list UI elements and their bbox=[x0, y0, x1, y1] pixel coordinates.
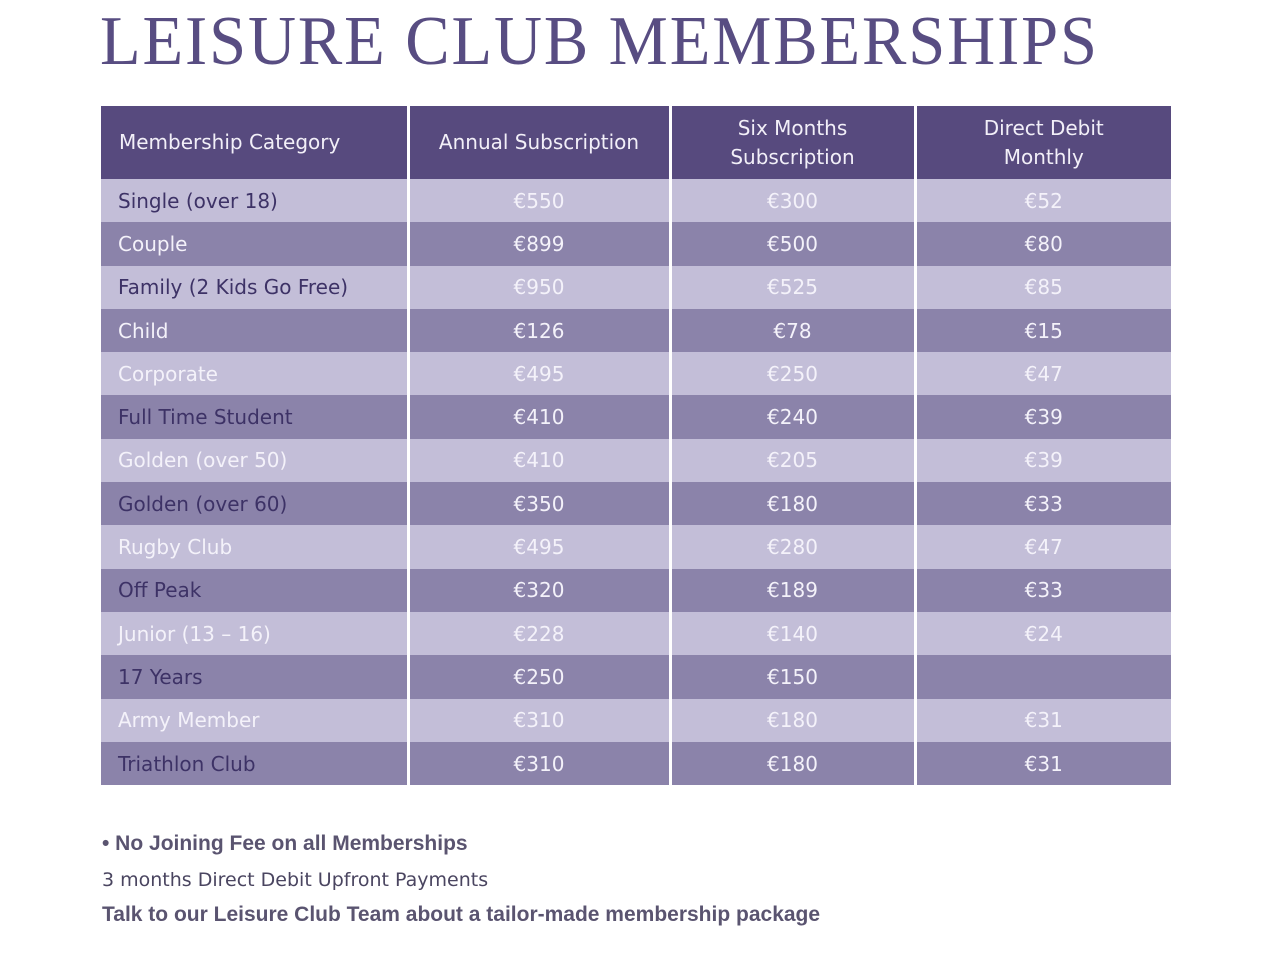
six-months-cell: €78 bbox=[670, 308, 917, 353]
header-membership-category: Membership Category bbox=[101, 106, 410, 179]
monthly-cell: €39 bbox=[915, 395, 1171, 439]
annual-cell: €550 bbox=[408, 179, 672, 223]
annual-cell: €495 bbox=[408, 525, 672, 569]
monthly-cell: €52 bbox=[915, 179, 1171, 223]
category-cell: Couple bbox=[101, 222, 410, 266]
annual-cell: €899 bbox=[408, 222, 672, 266]
table-header-row: Membership Category Annual Subscription … bbox=[101, 106, 1171, 179]
monthly-cell: €33 bbox=[915, 568, 1171, 612]
category-cell: Family (2 Kids Go Free) bbox=[101, 265, 410, 309]
category-cell: Corporate bbox=[101, 352, 410, 396]
table-row: Child €126 €78 €15 bbox=[101, 308, 1171, 353]
category-cell: Rugby Club bbox=[101, 525, 410, 569]
category-cell: Full Time Student bbox=[101, 395, 410, 439]
table-row: Off Peak €320 €189 €33 bbox=[101, 568, 1171, 612]
table-row: Rugby Club €495 €280 €47 bbox=[101, 525, 1171, 569]
six-months-cell: €180 bbox=[670, 698, 917, 742]
monthly-cell bbox=[915, 655, 1171, 699]
table-row: Junior (13 – 16) €228 €140 €24 bbox=[101, 611, 1171, 656]
monthly-cell: €31 bbox=[915, 698, 1171, 742]
annual-cell: €250 bbox=[408, 655, 672, 699]
monthly-cell: €80 bbox=[915, 222, 1171, 266]
six-months-cell: €140 bbox=[670, 611, 917, 656]
six-months-cell: €189 bbox=[670, 568, 917, 612]
annual-cell: €410 bbox=[408, 395, 672, 439]
no-joining-fee-note: • No Joining Fee on all Memberships bbox=[102, 832, 468, 855]
six-months-cell: €250 bbox=[670, 352, 917, 396]
membership-price-table: Membership Category Annual Subscription … bbox=[101, 106, 1171, 786]
six-months-cell: €280 bbox=[670, 525, 917, 569]
six-months-cell: €150 bbox=[670, 655, 917, 699]
table-row: Golden (over 60) €350 €180 €33 bbox=[101, 482, 1171, 526]
monthly-cell: €85 bbox=[915, 265, 1171, 309]
annual-cell: €410 bbox=[408, 438, 672, 483]
talk-to-team-note: Talk to our Leisure Club Team about a ta… bbox=[102, 903, 821, 926]
monthly-cell: €33 bbox=[915, 482, 1171, 526]
annual-cell: €126 bbox=[408, 308, 672, 353]
table-row: Golden (over 50) €410 €205 €39 bbox=[101, 438, 1171, 483]
table-row: Couple €899 €500 €80 bbox=[101, 222, 1171, 266]
category-cell: Off Peak bbox=[101, 568, 410, 612]
monthly-cell: €15 bbox=[915, 308, 1171, 353]
table-row: Army Member €310 €180 €31 bbox=[101, 698, 1171, 742]
page-title: LEISURE CLUB MEMBERSHIPS bbox=[100, 3, 1099, 80]
six-months-cell: €180 bbox=[670, 741, 917, 786]
header-six-months-subscription: Six Months Subscription bbox=[670, 106, 917, 179]
category-cell: Golden (over 60) bbox=[101, 482, 410, 526]
category-cell: 17 Years bbox=[101, 655, 410, 699]
annual-cell: €495 bbox=[408, 352, 672, 396]
category-cell: Child bbox=[101, 308, 410, 353]
annual-cell: €228 bbox=[408, 611, 672, 656]
table-row: Corporate €495 €250 €47 bbox=[101, 352, 1171, 396]
six-months-cell: €300 bbox=[670, 179, 917, 223]
category-cell: Junior (13 – 16) bbox=[101, 611, 410, 656]
six-months-cell: €500 bbox=[670, 222, 917, 266]
table-row: Single (over 18) €550 €300 €52 bbox=[101, 179, 1171, 223]
category-cell: Golden (over 50) bbox=[101, 438, 410, 483]
annual-cell: €350 bbox=[408, 482, 672, 526]
annual-cell: €310 bbox=[408, 741, 672, 786]
monthly-cell: €24 bbox=[915, 611, 1171, 656]
annual-cell: €320 bbox=[408, 568, 672, 612]
table-row: 17 Years €250 €150 bbox=[101, 655, 1171, 699]
monthly-cell: €47 bbox=[915, 525, 1171, 569]
annual-cell: €950 bbox=[408, 265, 672, 309]
monthly-cell: €31 bbox=[915, 741, 1171, 786]
category-cell: Single (over 18) bbox=[101, 179, 410, 223]
six-months-cell: €240 bbox=[670, 395, 917, 439]
monthly-cell: €39 bbox=[915, 438, 1171, 483]
table-row: Family (2 Kids Go Free) €950 €525 €85 bbox=[101, 265, 1171, 309]
header-annual-subscription: Annual Subscription bbox=[408, 106, 672, 179]
category-cell: Triathlon Club bbox=[101, 741, 410, 786]
category-cell: Army Member bbox=[101, 698, 410, 742]
annual-cell: €310 bbox=[408, 698, 672, 742]
six-months-cell: €205 bbox=[670, 438, 917, 483]
six-months-cell: €180 bbox=[670, 482, 917, 526]
header-direct-debit-monthly: Direct Debit Monthly bbox=[915, 106, 1171, 179]
notes: • No Joining Fee on all Memberships 3 mo… bbox=[102, 832, 820, 927]
table-row: Triathlon Club €310 €180 €31 bbox=[101, 741, 1171, 786]
direct-debit-note: 3 months Direct Debit Upfront Payments bbox=[102, 869, 489, 891]
table-row: Full Time Student €410 €240 €39 bbox=[101, 395, 1171, 439]
six-months-cell: €525 bbox=[670, 265, 917, 309]
monthly-cell: €47 bbox=[915, 352, 1171, 396]
